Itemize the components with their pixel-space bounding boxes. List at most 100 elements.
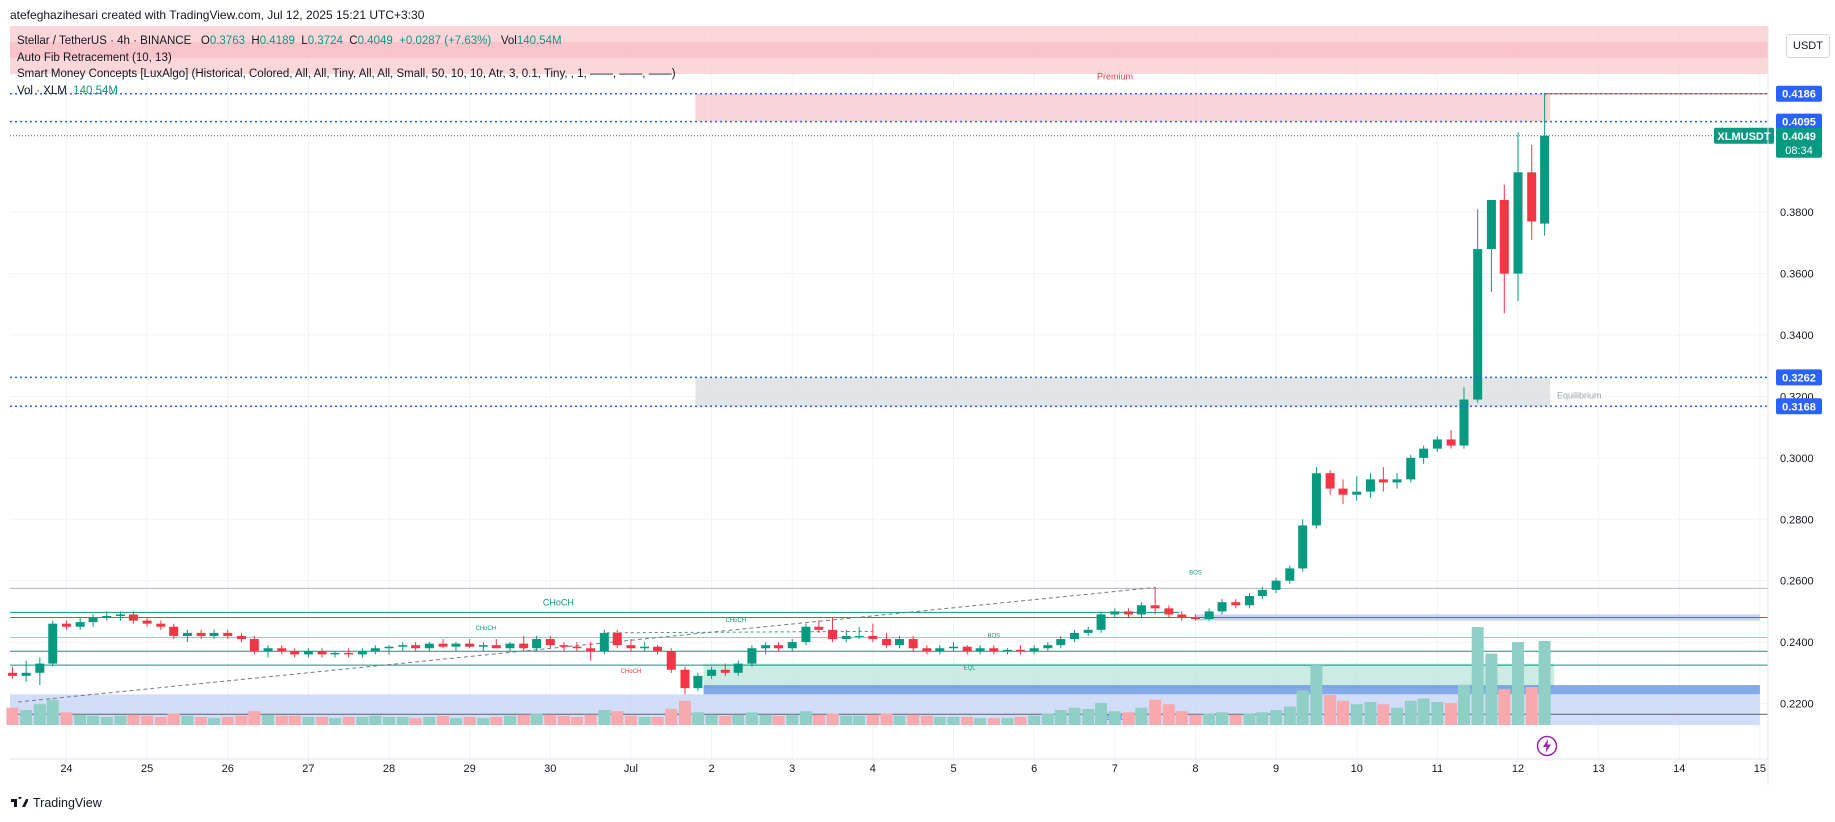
candle-body bbox=[894, 639, 904, 646]
trend-line-dashed bbox=[18, 586, 1156, 703]
candle-bearish bbox=[438, 639, 448, 649]
candle-bearish bbox=[169, 623, 179, 640]
time-axis-label: 5 bbox=[950, 763, 956, 775]
volume-bar-down bbox=[141, 715, 154, 725]
candle-body bbox=[787, 642, 797, 649]
price-axis: 0.22000.24000.26000.28000.30000.32000.34… bbox=[1714, 85, 1822, 711]
volume-bar-down bbox=[342, 716, 355, 725]
candle-body bbox=[21, 672, 31, 676]
candle-bullish bbox=[1352, 476, 1362, 501]
candle-body bbox=[1150, 605, 1160, 609]
tradingview-brand-name: TradingView bbox=[33, 796, 102, 810]
candle-bearish bbox=[1325, 470, 1335, 495]
candle-bearish bbox=[1338, 479, 1348, 504]
volume-bar-up bbox=[181, 715, 194, 725]
candle-body bbox=[75, 622, 85, 627]
volume-bar-up bbox=[503, 715, 516, 725]
candle-body bbox=[330, 652, 340, 655]
candle-bearish bbox=[465, 639, 475, 649]
price-axis-label: 0.2400 bbox=[1780, 637, 1814, 649]
structure-annotation: CHoCH bbox=[475, 626, 496, 632]
legend-indicator-fib[interactable]: Auto Fib Retracement (10, 13) bbox=[17, 51, 172, 64]
chart-credit: atefeghazihesari created with TradingVie… bbox=[10, 8, 425, 22]
volume-bar-down bbox=[1149, 699, 1162, 725]
candle-bullish bbox=[894, 635, 904, 649]
volume-bar-down bbox=[1175, 711, 1188, 725]
candle-body bbox=[209, 632, 219, 636]
candle-bullish bbox=[1406, 454, 1416, 483]
volume-bar-down bbox=[987, 718, 1000, 725]
candle-bearish bbox=[1164, 605, 1174, 618]
candle-bullish bbox=[303, 648, 313, 658]
legend-high-value: 0.4189 bbox=[259, 35, 295, 47]
legend-indicator-smc[interactable]: Smart Money Concepts [LuxAlgo] (Historic… bbox=[17, 68, 676, 80]
candle-body bbox=[7, 672, 17, 676]
volume-bar-up bbox=[1135, 707, 1148, 725]
candle-bearish bbox=[774, 642, 784, 652]
legend-open-label: O bbox=[200, 35, 210, 47]
time-axis-label: 2 bbox=[709, 763, 715, 775]
candle-body bbox=[1083, 629, 1093, 633]
candle-body bbox=[115, 614, 125, 616]
candle-body bbox=[249, 639, 259, 652]
volume-bar-up bbox=[33, 704, 46, 725]
price-axis-label: 0.3400 bbox=[1780, 330, 1814, 342]
structure-annotation: EQL bbox=[964, 666, 977, 672]
legend-symbol[interactable]: Stellar / TetherUS · 4h · BINANCE bbox=[17, 35, 192, 47]
volume-bar-up bbox=[328, 718, 341, 725]
volume-bar-down bbox=[907, 714, 920, 725]
volume-bar-up bbox=[74, 714, 87, 725]
candle-body bbox=[841, 635, 851, 640]
legend-volume-row[interactable]: Vol · XLM 140.54M bbox=[17, 83, 676, 100]
volume-bar-up bbox=[356, 716, 369, 725]
candle-body bbox=[398, 645, 408, 647]
candle-body bbox=[962, 646, 972, 652]
price-level-tag bbox=[1776, 85, 1822, 102]
volume-bar-down bbox=[624, 715, 637, 725]
candle-body bbox=[1043, 645, 1053, 649]
candle-bearish bbox=[989, 645, 999, 655]
volume-bar-up bbox=[1350, 704, 1363, 725]
candle-bullish bbox=[975, 645, 985, 655]
candle-body bbox=[1257, 589, 1267, 597]
volume-bar-up bbox=[732, 714, 745, 725]
volume-bar-up bbox=[114, 715, 127, 725]
candle-body bbox=[1069, 632, 1079, 640]
tradingview-brand[interactable]: TradingView bbox=[10, 796, 102, 810]
candle-body bbox=[411, 645, 421, 649]
candle-bearish bbox=[223, 629, 233, 640]
price-level-tag-label: 0.3168 bbox=[1782, 401, 1816, 413]
candle-body bbox=[478, 645, 488, 647]
candle-body bbox=[1378, 479, 1388, 483]
volume-bar-up bbox=[1417, 698, 1430, 725]
volume-bar-up bbox=[638, 716, 651, 725]
lightning-icon[interactable] bbox=[1536, 735, 1558, 757]
volume-bar-down bbox=[920, 715, 933, 725]
candle-body bbox=[774, 645, 784, 649]
candle-body bbox=[1190, 617, 1200, 620]
volume-bar-down bbox=[517, 714, 530, 725]
volume-bar-up bbox=[87, 715, 100, 725]
legend-low-value: 0.3724 bbox=[307, 35, 343, 47]
candle-bullish bbox=[693, 672, 703, 692]
volume-bar-up bbox=[100, 716, 113, 725]
candle-bullish bbox=[48, 620, 58, 667]
currency-button[interactable]: USDT bbox=[1786, 34, 1830, 58]
volume-bar-down bbox=[1525, 686, 1538, 725]
candle-body bbox=[1540, 135, 1550, 224]
candle-body bbox=[1419, 448, 1429, 458]
candle-body bbox=[801, 626, 811, 643]
candle-bearish bbox=[519, 635, 529, 652]
volume-bar-up bbox=[1108, 711, 1121, 725]
candle-bearish bbox=[1378, 467, 1388, 492]
candle-body bbox=[88, 617, 98, 623]
candle-bearish bbox=[156, 620, 166, 630]
price-level-tag-label: 0.3262 bbox=[1782, 372, 1816, 384]
volume-bar-up bbox=[302, 716, 315, 725]
symbol-badge-label: XLMUSDT bbox=[1717, 131, 1770, 143]
time-axis-label: 6 bbox=[1031, 763, 1037, 775]
candle-bearish bbox=[1150, 586, 1160, 615]
legend-high-label: H bbox=[251, 35, 260, 47]
structure-annotation: CHoCH bbox=[621, 669, 642, 675]
